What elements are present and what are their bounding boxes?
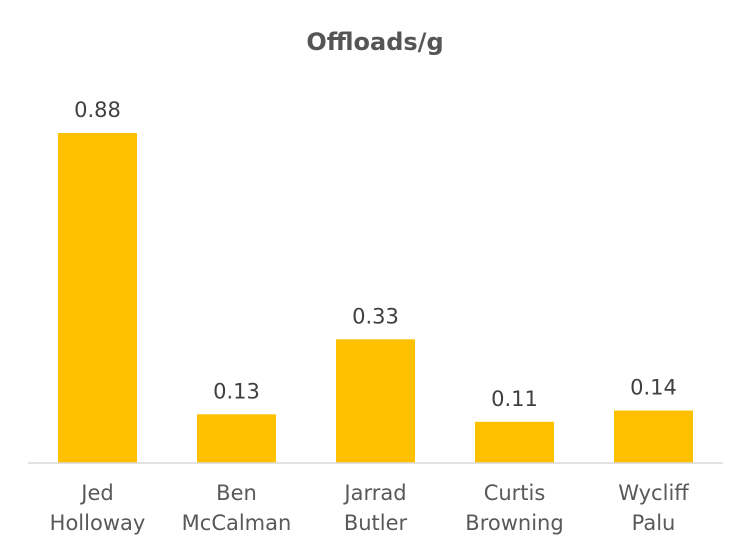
category-label-1-line-1: McCalman: [182, 511, 292, 535]
data-label-3: 0.11: [491, 387, 538, 411]
category-label-0-line-1: Holloway: [50, 511, 146, 535]
bar-4: [614, 410, 693, 463]
category-label-2-line-1: Butler: [344, 511, 408, 535]
category-label-2-line-0: Jarrad: [342, 481, 406, 505]
category-label-4-line-1: Palu: [632, 511, 676, 535]
data-label-0: 0.88: [74, 98, 121, 122]
category-label-4-line-0: Wycliff: [618, 481, 689, 505]
bar-0: [58, 133, 137, 463]
bar-2: [336, 339, 415, 464]
category-label-3-line-1: Browning: [465, 511, 563, 535]
category-label-3-line-0: Curtis: [484, 481, 546, 505]
data-label-2: 0.33: [352, 304, 399, 328]
bar-1: [197, 414, 276, 464]
bar-3: [475, 421, 554, 464]
category-label-1-line-0: Ben: [216, 481, 257, 505]
category-label-0-line-0: Jed: [79, 481, 113, 505]
chart-title: Offloads/g: [306, 28, 443, 56]
bars-group: 0.88 Jed Holloway 0.13 Ben McCalman 0.33 Jarrad…: [50, 98, 693, 535]
data-label-4: 0.14: [630, 376, 677, 400]
data-label-1: 0.13: [213, 379, 260, 403]
